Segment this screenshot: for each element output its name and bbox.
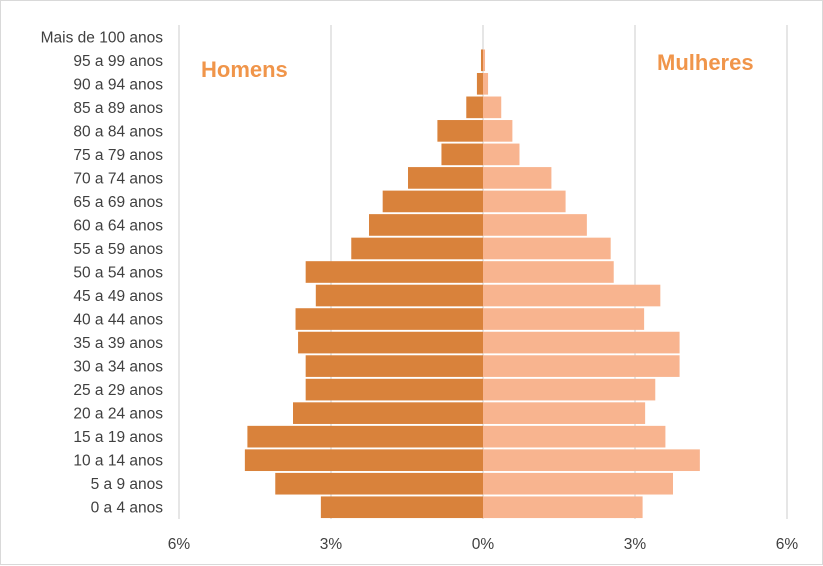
bar-homens [244, 449, 483, 472]
bar-homens [305, 355, 483, 377]
bar-homens [298, 331, 483, 354]
bar-mulheres [483, 261, 614, 283]
bar-mulheres [483, 378, 656, 401]
category-label: Mais de 100 anos [41, 29, 164, 46]
bar-mulheres [483, 237, 611, 260]
series-label-homens: Homens [201, 57, 288, 82]
bar-mulheres [483, 284, 661, 307]
category-label: 25 a 29 anos [73, 382, 163, 399]
bar-homens [351, 237, 483, 260]
bar-homens [305, 378, 483, 401]
category-label: 20 a 24 anos [73, 406, 163, 423]
bar-homens [480, 49, 483, 72]
bar-mulheres [483, 143, 520, 166]
bar-mulheres [483, 472, 673, 495]
category-label: 10 a 14 anos [73, 453, 163, 470]
bar-homens [275, 472, 483, 495]
category-label: 85 a 89 anos [73, 100, 163, 117]
category-label: 65 a 69 anos [73, 194, 163, 211]
category-label: 60 a 64 anos [73, 217, 163, 234]
category-label: 5 a 9 anos [91, 476, 164, 493]
x-tick-labels: 6% 3% 0% 3% 6% [168, 536, 799, 553]
bar-homens [293, 402, 483, 424]
category-label: 40 a 44 anos [73, 312, 163, 329]
category-label: 35 a 39 anos [73, 335, 163, 352]
bar-homens [466, 96, 483, 119]
category-label: 30 a 34 anos [73, 359, 163, 376]
bar-mulheres [483, 190, 566, 213]
bar-mulheres [483, 72, 489, 95]
bar-mulheres [483, 49, 486, 72]
category-label: 45 a 49 anos [73, 288, 163, 305]
bar-mulheres [483, 167, 552, 189]
bar-homens [295, 308, 483, 330]
bar-homens [305, 261, 483, 283]
x-tick-label: 6% [168, 536, 191, 553]
category-label: 95 a 99 anos [73, 53, 163, 70]
bar-mulheres [483, 449, 700, 472]
category-label: 80 a 84 anos [73, 123, 163, 140]
bar-mulheres [483, 214, 587, 236]
bar-homens [476, 72, 483, 95]
bars [244, 49, 700, 519]
bar-mulheres [483, 496, 643, 519]
bar-mulheres [483, 425, 666, 448]
x-tick-label: 0% [472, 536, 495, 553]
x-tick-label: 3% [624, 536, 647, 553]
bar-homens [382, 190, 483, 213]
bar-homens [369, 214, 483, 236]
category-label: 70 a 74 anos [73, 170, 163, 187]
x-tick-label: 6% [776, 536, 799, 553]
category-label: 15 a 19 anos [73, 429, 163, 446]
bar-homens [315, 284, 483, 307]
category-label: 50 a 54 anos [73, 265, 163, 282]
x-tick-label: 3% [320, 536, 343, 553]
category-label: 75 a 79 anos [73, 147, 163, 164]
bar-mulheres [483, 308, 645, 330]
category-label: 55 a 59 anos [73, 241, 163, 258]
bar-mulheres [483, 355, 680, 377]
bar-homens [441, 143, 483, 166]
category-label: 90 a 94 anos [73, 76, 163, 93]
bar-homens [320, 496, 483, 519]
bar-mulheres [483, 402, 646, 424]
category-labels: 0 a 4 anos 5 a 9 anos 10 a 14 anos 15 a 19 … [41, 29, 164, 516]
category-label: 0 a 4 anos [91, 500, 164, 517]
bar-mulheres [483, 96, 502, 119]
bar-mulheres [483, 331, 680, 354]
series-label-mulheres: Mulheres [657, 50, 754, 75]
bar-mulheres [483, 120, 513, 142]
bar-homens [437, 120, 483, 142]
bar-homens [247, 425, 483, 448]
bar-homens [408, 167, 483, 189]
